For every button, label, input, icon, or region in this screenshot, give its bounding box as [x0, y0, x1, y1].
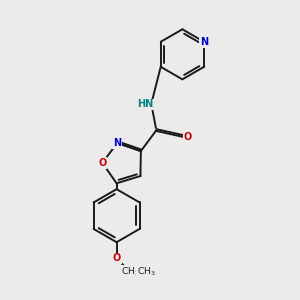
Text: O: O: [184, 132, 192, 142]
Text: N: N: [200, 37, 208, 47]
Text: N: N: [113, 138, 122, 148]
Text: CH$_2$: CH$_2$: [121, 266, 139, 278]
Text: O: O: [98, 158, 106, 168]
Text: HN: HN: [137, 99, 154, 110]
Text: CH$_3$: CH$_3$: [137, 266, 155, 278]
Text: O: O: [112, 254, 121, 263]
